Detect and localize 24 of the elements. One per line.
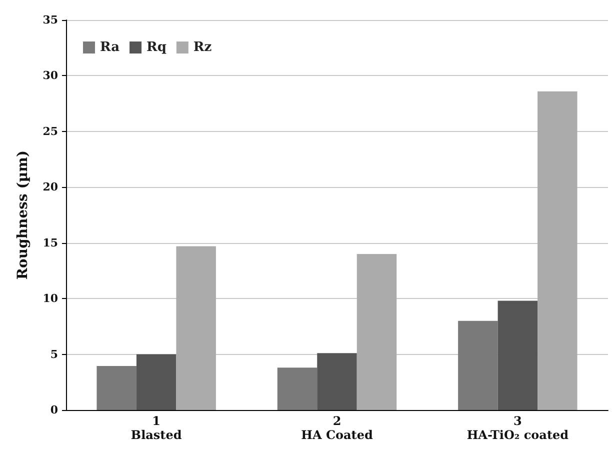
y-tick-label: 5 — [50, 348, 58, 361]
y-tick-label: 30 — [42, 69, 58, 82]
bar — [498, 300, 538, 410]
bar — [277, 368, 318, 410]
bar — [136, 354, 176, 410]
y-tick-label: 25 — [42, 124, 58, 138]
x-tick-label: 1 Blasted — [130, 414, 182, 442]
bar — [317, 353, 357, 410]
legend-label: Rq — [146, 40, 166, 55]
legend-label: Rz — [193, 40, 212, 55]
x-tick-label: 3 HA-TiO₂ coated — [466, 414, 570, 442]
y-tick-label: 35 — [42, 14, 58, 26]
legend-label: Ra — [100, 40, 120, 55]
y-tick-label: 0 — [50, 404, 58, 416]
bar — [96, 366, 136, 410]
x-tick-label: 2 HA Coated — [301, 414, 374, 442]
bar — [458, 320, 498, 410]
y-tick-label: 10 — [42, 292, 58, 306]
y-axis-title: Roughness (µm) — [15, 150, 31, 280]
bar — [538, 91, 578, 410]
bar — [176, 246, 216, 410]
y-tick-label: 20 — [42, 180, 58, 194]
bar — [356, 254, 397, 410]
y-tick-label: 15 — [42, 236, 58, 250]
